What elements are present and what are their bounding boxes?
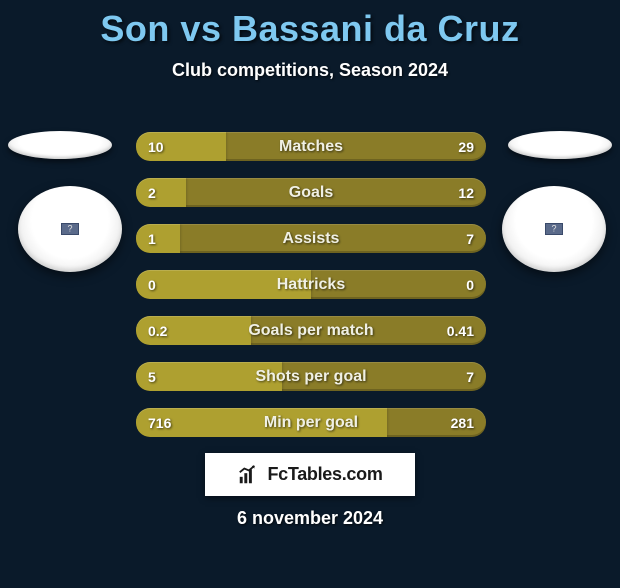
comparison-bar-row: 716Min per goal281 <box>136 408 486 437</box>
bar-left-fill <box>136 408 387 437</box>
bar-value-right: 7 <box>466 231 474 247</box>
date-label: 6 november 2024 <box>0 508 620 529</box>
flag-icon <box>61 223 79 235</box>
chart-icon <box>237 464 259 486</box>
subtitle: Club competitions, Season 2024 <box>0 60 620 81</box>
bar-left-fill <box>136 316 251 345</box>
player-right-ellipse <box>508 131 612 159</box>
bar-left-fill <box>136 178 186 207</box>
bar-left-fill <box>136 362 282 391</box>
player-right-avatar <box>502 186 606 272</box>
bar-value-right: 281 <box>451 415 474 431</box>
comparison-bar-row: 5Shots per goal7 <box>136 362 486 391</box>
bar-value-right: 29 <box>458 139 474 155</box>
bar-value-right: 0.41 <box>447 323 474 339</box>
bar-left-fill <box>136 270 311 299</box>
comparison-bar-row: 10Matches29 <box>136 132 486 161</box>
brand-badge: FcTables.com <box>205 453 415 496</box>
page-title: Son vs Bassani da Cruz <box>0 8 620 50</box>
comparison-bar-row: 2Goals12 <box>136 178 486 207</box>
bar-value-right: 12 <box>458 185 474 201</box>
player-left-ellipse <box>8 131 112 159</box>
player-left-avatar <box>18 186 122 272</box>
comparison-bar-row: 0Hattricks0 <box>136 270 486 299</box>
comparison-bar-row: 1Assists7 <box>136 224 486 253</box>
bar-label: Goals <box>136 184 486 202</box>
bar-value-right: 7 <box>466 369 474 385</box>
bar-left-fill <box>136 132 226 161</box>
bar-left-fill <box>136 224 180 253</box>
bar-label: Assists <box>136 230 486 248</box>
bar-value-right: 0 <box>466 277 474 293</box>
flag-icon <box>545 223 563 235</box>
brand-text: FcTables.com <box>267 464 382 485</box>
comparison-bar-row: 0.2Goals per match0.41 <box>136 316 486 345</box>
comparison-bars: 10Matches292Goals121Assists70Hattricks00… <box>136 132 486 454</box>
